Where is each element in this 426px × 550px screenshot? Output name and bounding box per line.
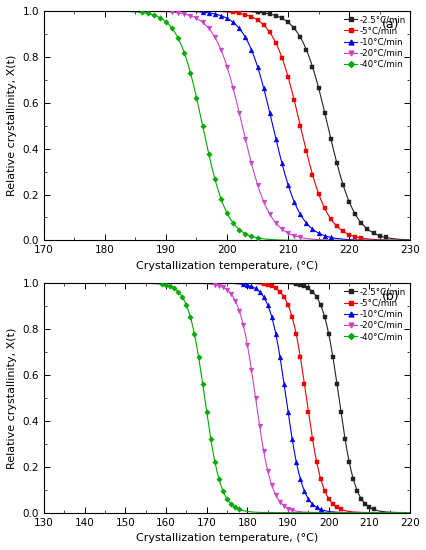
Legend: -2.5°C/min, -5°C/min, -10°C/min, -20°C/min, -40°C/min: -2.5°C/min, -5°C/min, -10°C/min, -20°C/m… <box>342 286 407 343</box>
Text: (a): (a) <box>381 18 398 31</box>
X-axis label: Crystallization temperature, (°C): Crystallization temperature, (°C) <box>135 261 317 271</box>
Text: (b): (b) <box>381 290 398 303</box>
Y-axis label: Relative crystallinity, X(t): Relative crystallinity, X(t) <box>7 55 17 196</box>
Legend: -2.5°C/min, -5°C/min, -10°C/min, -20°C/min, -40°C/min: -2.5°C/min, -5°C/min, -10°C/min, -20°C/m… <box>342 14 407 70</box>
Y-axis label: Relative crystallinity, X(t): Relative crystallinity, X(t) <box>7 327 17 469</box>
X-axis label: Crystallization temperature, (°C): Crystallization temperature, (°C) <box>135 533 317 543</box>
